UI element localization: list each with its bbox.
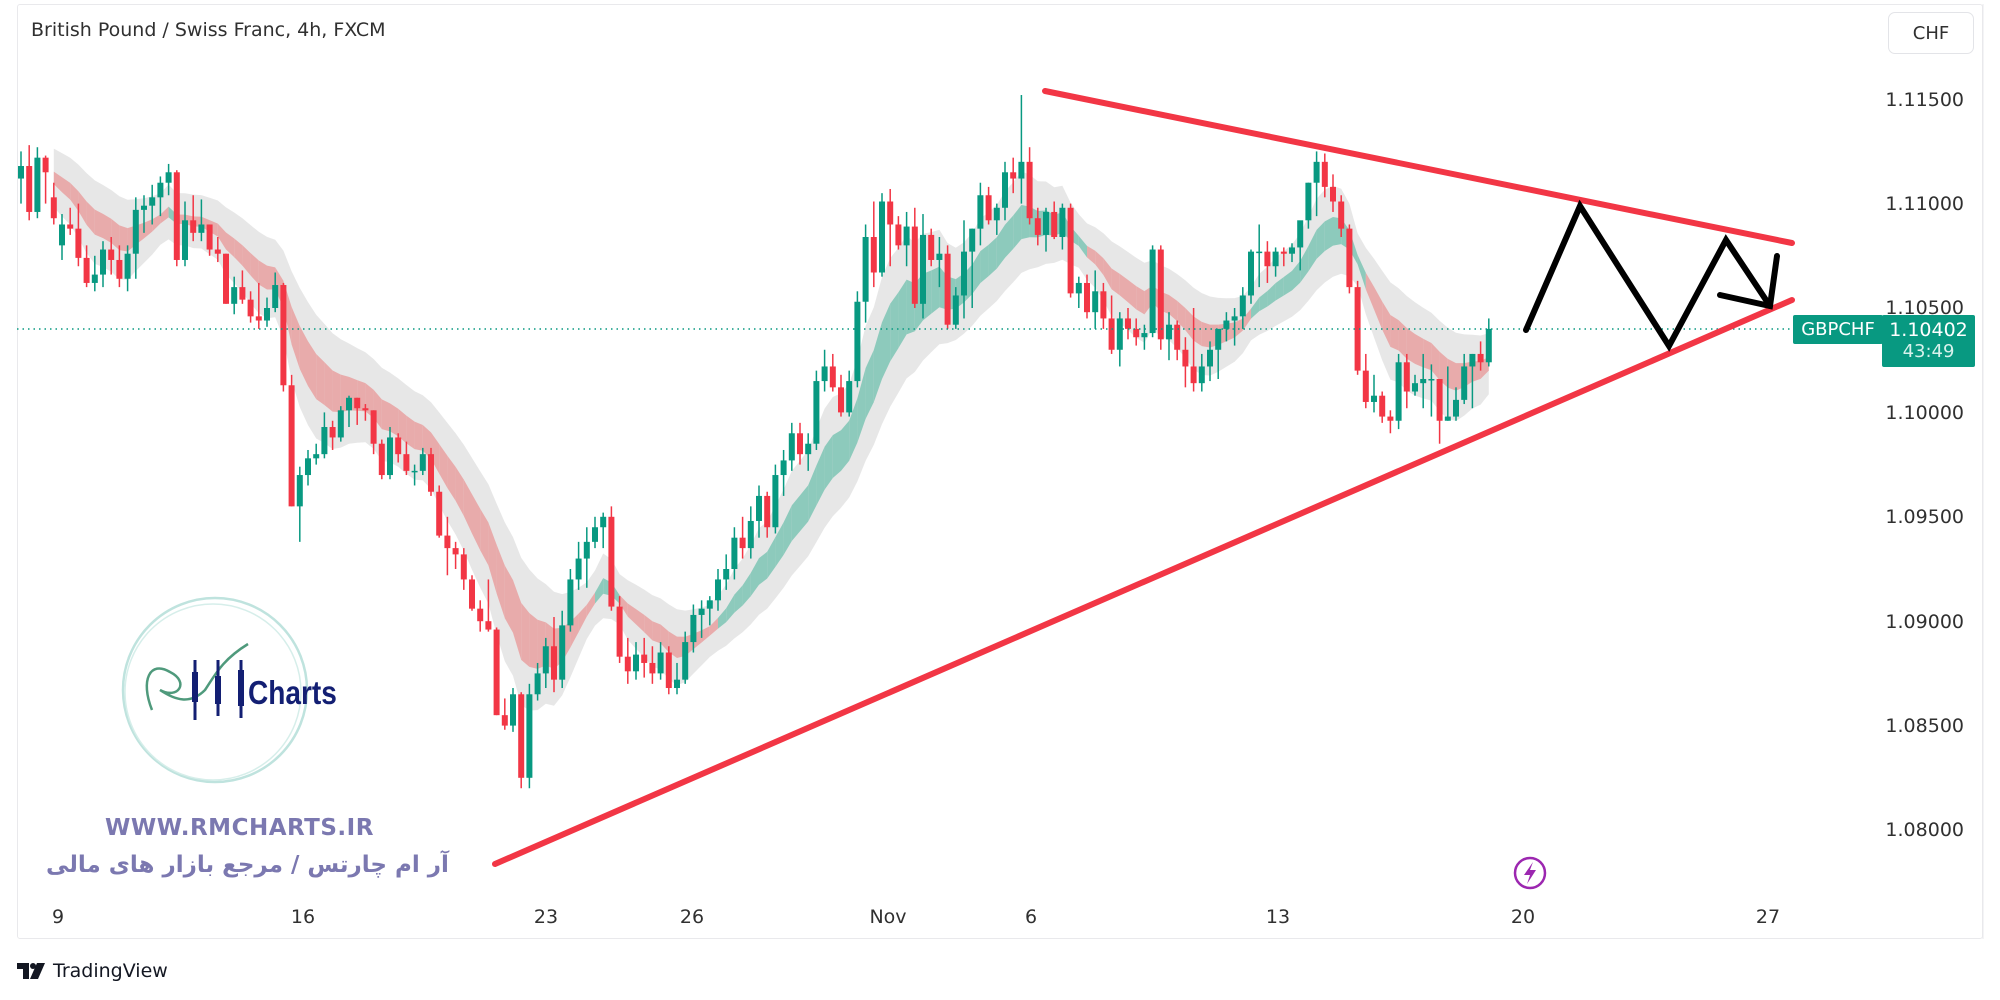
time-axis-label: 23 — [533, 906, 559, 928]
currency-unit-button[interactable]: CHF — [1888, 12, 1974, 54]
symbol-tag: GBPCHF — [1793, 315, 1883, 344]
tradingview-brand: TradingView — [53, 960, 168, 982]
rm-charts-logo — [121, 596, 309, 784]
watermark-tagline: آر ام چارتس / مرجع بازار های مالی — [46, 852, 449, 878]
price-axis-label: 1.08500 — [1885, 715, 1964, 737]
time-axis-label: 9 — [51, 906, 65, 928]
watermark-brand: Charts — [248, 674, 337, 711]
price-axis-label: 1.11500 — [1885, 89, 1964, 111]
time-axis-label: 13 — [1265, 906, 1291, 928]
time-axis-label: 26 — [679, 906, 705, 928]
price-axis-label: 1.09500 — [1885, 506, 1964, 528]
time-axis-label: Nov — [869, 906, 907, 928]
time-axis-label: 27 — [1755, 906, 1781, 928]
lightning-event-icon[interactable] — [1513, 856, 1547, 890]
last-price-tag: 1.10402 43:49 — [1882, 315, 1975, 367]
price-axis-label: 1.09000 — [1885, 611, 1964, 633]
time-axis-label: 16 — [290, 906, 316, 928]
projection-arrow-head — [1717, 253, 1780, 310]
price-axis-label: 1.11000 — [1885, 193, 1964, 215]
watermark-website: WWW.RMCHARTS.IR — [105, 815, 374, 841]
projection-zigzag[interactable] — [1523, 199, 1773, 352]
candlestick-series — [18, 95, 1492, 789]
time-axis-label: 6 — [1024, 906, 1038, 928]
tradingview-logo[interactable]: TradingView — [17, 960, 168, 982]
trendlines[interactable] — [492, 88, 1795, 867]
last-price-value: 1.10402 — [1889, 319, 1968, 341]
bar-countdown: 43:49 — [1902, 341, 1955, 362]
time-axis-label: 20 — [1510, 906, 1536, 928]
tradingview-mark-icon — [17, 963, 45, 979]
price-axis-label: 1.08000 — [1885, 819, 1964, 841]
upper-resistance-trendline[interactable] — [1042, 88, 1795, 246]
price-axis-label: 1.10500 — [1885, 297, 1964, 319]
price-axis-label: 1.10000 — [1885, 402, 1964, 424]
chart-title[interactable]: British Pound / Swiss Franc, 4h, FXCM — [31, 19, 386, 41]
moving-average-bands — [53, 148, 1489, 711]
lower-support-trendline[interactable] — [492, 297, 1795, 867]
